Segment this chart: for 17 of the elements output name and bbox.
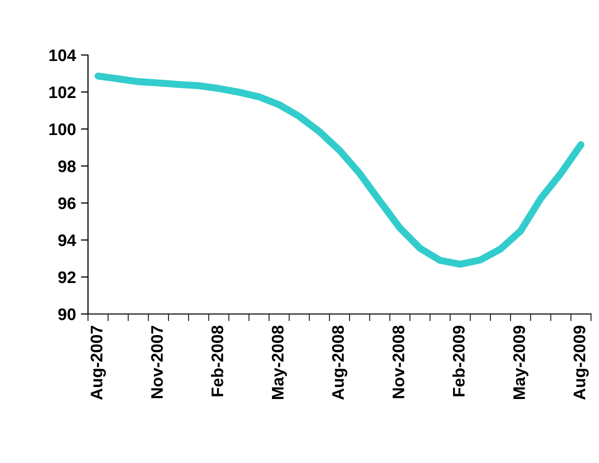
y-tick-label: 104 (49, 49, 76, 62)
x-tick-label: May-2008 (272, 326, 287, 400)
y-tick-label: 98 (58, 160, 76, 172)
y-tick-label: 94 (58, 234, 76, 246)
y-tick-label: 96 (58, 197, 76, 210)
y-tick-label: 102 (49, 86, 76, 98)
x-tick-label: Feb-2009 (452, 326, 465, 396)
x-tick-label: Aug-2009 (574, 326, 589, 400)
y-tick-label: 90 (58, 308, 76, 320)
x-tick-label: Nov-2007 (151, 326, 163, 398)
x-tick-label: Feb-2008 (211, 326, 224, 396)
x-tick-label: Nov-2008 (392, 326, 404, 398)
x-tick-label: May-2009 (513, 326, 528, 400)
x-tick-label: Aug-2008 (332, 326, 348, 400)
x-tick-label: Aug-2007 (90, 326, 106, 400)
y-tick-label: 92 (58, 271, 76, 284)
y-tick-label: 100 (49, 123, 76, 136)
